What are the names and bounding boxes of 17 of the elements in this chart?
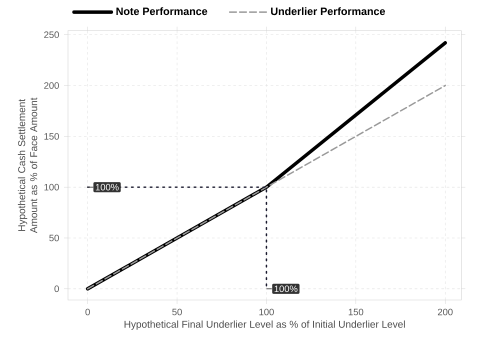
x-tick-label: 150: [348, 308, 364, 316]
annotation: 100%: [274, 286, 298, 292]
y-tick-label: 100: [44, 184, 59, 190]
annotation: 100%: [96, 184, 119, 190]
legend-label: Note Performance: [116, 7, 208, 16]
y-tick-label: 0: [54, 286, 59, 292]
y-tick-label: 50: [49, 234, 59, 242]
x-tick-label: 200: [438, 308, 453, 316]
y-tick-label: 200: [44, 82, 59, 89]
y-axis-title: Hypothetical Cash Settlement Amount as % of Face Amount: [18, 98, 38, 234]
y-tick-label: 150: [44, 133, 59, 140]
x-tick-label: 0: [85, 308, 90, 316]
legend-label: Underlier Performance: [271, 7, 386, 16]
x-axis-title: Hypothetical Final Underlier Level as % of Initial Underlier Level: [124, 320, 405, 330]
x-tick-label: 50: [172, 308, 182, 316]
x-tick-label: 100: [259, 308, 274, 316]
y-tick-label: 250: [44, 31, 59, 38]
